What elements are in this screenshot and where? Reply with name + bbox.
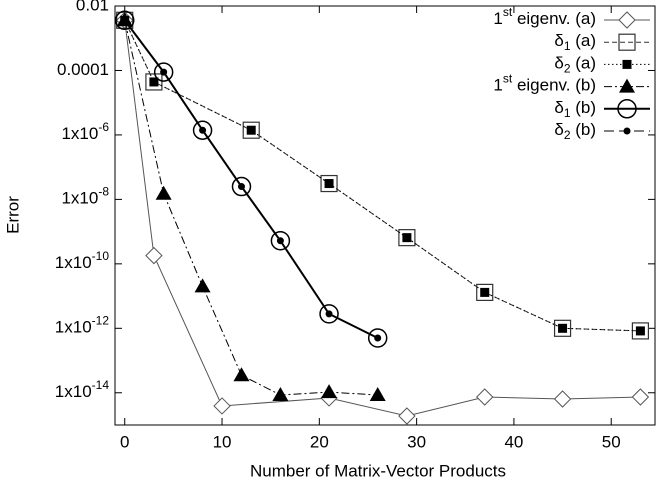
marker bbox=[237, 183, 245, 191]
marker bbox=[276, 237, 284, 245]
marker bbox=[270, 231, 291, 251]
series-line bbox=[124, 20, 641, 417]
marker bbox=[476, 283, 494, 302]
marker bbox=[618, 33, 636, 51]
marker bbox=[192, 120, 213, 140]
marker bbox=[367, 328, 388, 348]
marker bbox=[619, 78, 635, 93]
y-tick-label: 0.0001 bbox=[57, 60, 109, 79]
series-line bbox=[124, 20, 378, 339]
x-tick-label: 30 bbox=[407, 432, 426, 451]
legend-label: 1st eigenv. (a) bbox=[493, 5, 596, 28]
marker bbox=[631, 388, 650, 406]
marker bbox=[321, 384, 338, 399]
marker bbox=[617, 99, 637, 119]
marker bbox=[398, 407, 416, 425]
marker bbox=[160, 68, 168, 76]
marker bbox=[553, 319, 572, 337]
series-line bbox=[123, 19, 379, 339]
marker bbox=[242, 121, 260, 139]
y-axis-label: Error bbox=[3, 196, 22, 234]
marker bbox=[325, 310, 333, 318]
marker bbox=[476, 388, 494, 406]
x-tick-label: 40 bbox=[504, 432, 523, 451]
marker bbox=[213, 397, 231, 415]
plot-frame bbox=[114, 5, 656, 426]
y-tick-label: 1x10-12 bbox=[55, 313, 110, 336]
marker bbox=[553, 390, 572, 408]
marker bbox=[623, 127, 631, 135]
marker bbox=[398, 229, 416, 247]
marker bbox=[194, 278, 211, 293]
x-tick-label: 20 bbox=[310, 432, 329, 451]
y-tick-label: 1x10-6 bbox=[61, 120, 109, 143]
marker bbox=[121, 16, 129, 24]
y-tick-label: 0.01 bbox=[76, 0, 109, 14]
marker bbox=[635, 326, 645, 336]
x-tick-label: 10 bbox=[213, 432, 232, 451]
marker bbox=[320, 174, 338, 193]
marker bbox=[153, 62, 174, 82]
marker bbox=[622, 59, 632, 69]
series-line bbox=[124, 20, 641, 332]
legend-label: δ2 (b) bbox=[554, 120, 596, 142]
y-tick-label: 1x10-10 bbox=[55, 249, 110, 272]
y-tick-label: 1x10-14 bbox=[55, 378, 110, 401]
marker bbox=[374, 334, 382, 342]
marker bbox=[618, 11, 636, 29]
marker bbox=[558, 323, 568, 333]
series-line bbox=[124, 20, 378, 396]
marker bbox=[145, 246, 163, 265]
legend-label: δ1 (b) bbox=[554, 98, 596, 120]
marker bbox=[319, 304, 339, 324]
marker bbox=[199, 126, 207, 134]
marker bbox=[231, 176, 252, 197]
marker bbox=[114, 10, 135, 31]
legend-label: δ2 (a) bbox=[554, 54, 596, 76]
marker bbox=[149, 77, 159, 87]
legend-label: δ1 (a) bbox=[554, 32, 596, 54]
marker bbox=[369, 387, 386, 402]
legend-label: 1st eigenv. (b) bbox=[493, 72, 596, 95]
x-tick-label: 50 bbox=[602, 432, 621, 451]
x-axis-label: Number of Matrix-Vector Products bbox=[250, 461, 506, 480]
marker bbox=[402, 233, 412, 243]
marker bbox=[155, 185, 172, 200]
marker bbox=[272, 387, 289, 402]
marker bbox=[145, 73, 163, 91]
marker bbox=[233, 367, 250, 382]
y-tick-label: 1x10-8 bbox=[61, 185, 109, 208]
x-tick-label: 0 bbox=[120, 432, 129, 451]
marker bbox=[324, 179, 334, 189]
marker bbox=[246, 125, 256, 135]
marker bbox=[480, 287, 490, 297]
